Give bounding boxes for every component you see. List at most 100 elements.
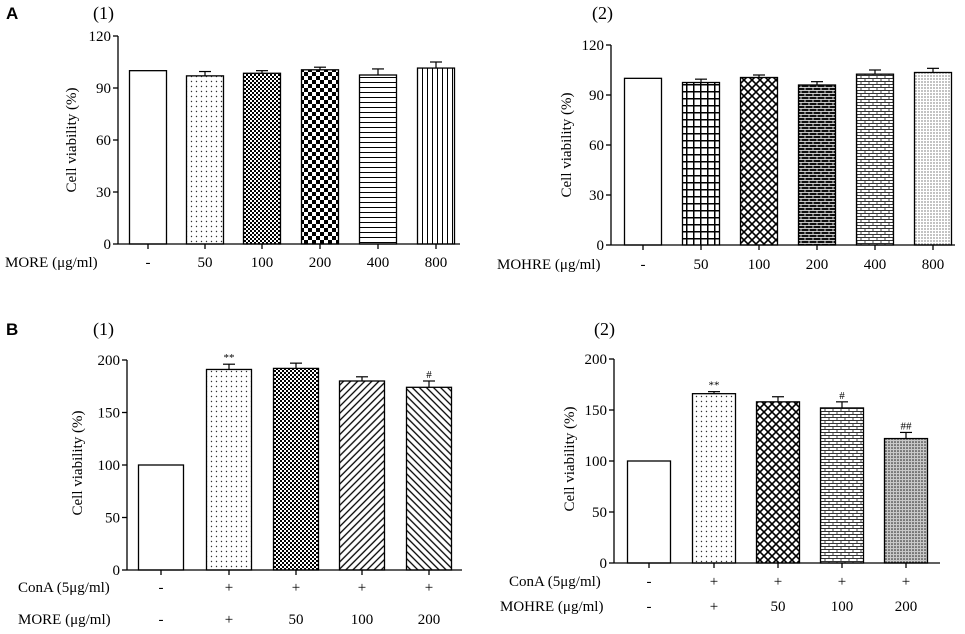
y-tick-label: 0 [104,237,112,253]
x-tick-label: 200 [418,612,441,628]
x-tick-label: + [710,599,718,615]
treatment-row-label: ConA (5μg/ml) [18,580,110,596]
bar [358,74,398,245]
x-tick-label: + [225,612,233,628]
bar [623,77,663,246]
bar [819,407,865,564]
section-label-a: A [6,4,18,23]
y-tick-label: 0 [597,238,605,254]
x-tick-label: 100 [748,257,771,273]
y-tick-label: 30 [589,188,604,204]
section-label-b: B [6,320,18,339]
y-tick-label: 50 [592,505,607,521]
treatment-label: + [902,574,910,590]
y-tick-label: 120 [582,38,605,54]
bar [883,437,929,564]
panel-number: (1) [93,3,114,24]
x-tick-label: - [146,255,151,271]
x-axis-label: MOHRE (μg/ml) [497,257,600,273]
y-tick-label: 60 [96,133,111,149]
treatment-label: + [710,574,718,590]
significance-label: ** [709,380,720,392]
bar [691,393,737,564]
x-tick-label: 200 [309,255,332,271]
x-tick-label: 50 [198,255,213,271]
bar [405,386,453,571]
bar [797,84,837,246]
treatment-label: + [425,580,433,596]
bar [128,70,168,245]
x-axis-label: MORE (μg/ml) [18,612,111,628]
y-tick-label: 200 [585,352,608,368]
y-tick-label: 100 [98,458,121,474]
x-tick-label: - [647,599,652,615]
x-tick-label: 50 [694,257,709,273]
bar [913,71,953,246]
bar-chart-3: (1) 0 50 100 150 200 Cell viability (%) - - ** + +5… [18,319,462,628]
y-tick-label: 90 [96,81,111,97]
bar-chart-2: (2) 0 30 60 90 120 Cell viability (%) - 50 100 200… [497,3,955,273]
significance-label: # [426,369,432,381]
bar-chart-4: (2) 0 50 100 150 200 Cell viability (%) - - ** + +5… [500,319,940,615]
bar [185,75,225,245]
x-tick-label: 50 [289,612,304,628]
y-axis-label: Cell viability (%) [70,411,86,516]
treatment-label: + [358,580,366,596]
y-tick-label: 150 [98,406,121,422]
y-axis-label: Cell viability (%) [559,93,575,198]
y-tick-label: 0 [113,563,121,579]
y-tick-label: 30 [96,185,111,201]
bar [626,460,672,564]
x-tick-label: 100 [831,599,854,615]
treatment-label: + [225,580,233,596]
bar [416,67,456,245]
treatment-label: + [292,580,300,596]
significance-label: ** [224,352,235,364]
x-tick-label: 50 [771,599,786,615]
bar-chart-1: (1) 0 30 60 90 120 Cell viability (%) - 50 100 200… [5,3,460,271]
treatment-label: - [647,574,652,590]
significance-label: # [839,390,845,402]
panel-number: (2) [594,319,615,340]
bar [242,72,282,245]
treatment-row-label: ConA (5μg/ml) [509,574,601,590]
x-tick-label: 100 [351,612,374,628]
x-tick-label: 200 [806,257,829,273]
x-axis-label: MORE (μg/ml) [5,255,98,271]
treatment-label: - [159,580,164,596]
y-tick-label: 60 [589,138,604,154]
x-tick-label: - [159,612,164,628]
bar [739,76,779,246]
x-tick-label: 400 [367,255,390,271]
bar [272,367,320,571]
panel-number: (2) [592,3,613,24]
y-tick-label: 0 [600,556,608,572]
y-axis-label: Cell viability (%) [64,88,80,193]
bar [300,69,340,245]
bar [205,368,253,571]
x-tick-label: 200 [895,599,918,615]
y-tick-label: 150 [585,403,608,419]
bar [137,464,185,571]
y-axis-label: Cell viability (%) [562,407,578,512]
bar [855,73,895,246]
bar [338,380,386,571]
x-tick-label: 400 [864,257,887,273]
y-tick-label: 200 [98,353,121,369]
y-tick-label: 120 [89,29,112,45]
bar [755,401,801,564]
y-tick-label: 100 [585,454,608,470]
y-tick-label: 50 [105,511,120,527]
x-axis-label: MOHRE (μg/ml) [500,599,603,615]
significance-label: ## [901,420,913,432]
bar [681,81,721,246]
treatment-label: + [774,574,782,590]
y-tick-label: 90 [589,88,604,104]
x-tick-label: 100 [251,255,274,271]
x-tick-label: 800 [425,255,448,271]
x-tick-label: - [641,257,646,273]
panel-number: (1) [93,319,114,340]
x-tick-label: 800 [922,257,945,273]
treatment-label: + [838,574,846,590]
